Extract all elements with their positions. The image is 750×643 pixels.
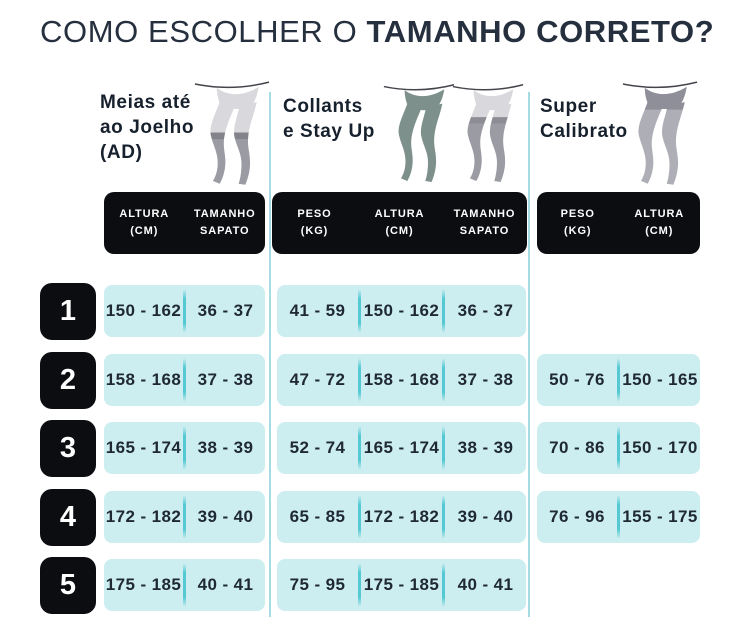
tamanho-sapato-value: 39 - 40 [457,507,514,526]
altura-value: 150 - 165 [622,370,698,389]
super-calibrato-values-cell: 76 - 96 155 - 175 [537,491,700,543]
column-header-peso: PESO (KG) [297,207,332,237]
peso-value: 65 - 85 [289,507,346,526]
collants-values-cell: 52 - 74 165 - 174 38 - 39 [277,422,526,474]
tamanho-sapato-value: 37 - 38 [197,370,254,389]
value-divider [358,289,361,333]
size-number-badge: 2 [40,352,96,409]
peso-value: 47 - 72 [289,370,346,389]
tamanho-sapato-value: 38 - 39 [197,438,254,457]
altura-value: 175 - 185 [105,575,182,594]
altura-value: 155 - 175 [622,507,698,526]
tights-icon [383,84,455,182]
peso-value: 75 - 95 [289,575,346,594]
section-label-collants: Collants e Stay Up [283,96,375,143]
table-row: 5 175 - 185 40 - 41 75 - 95 175 - 185 40… [0,557,750,614]
altura-value: 165 - 174 [363,438,440,457]
tamanho-sapato-value: 37 - 38 [457,370,514,389]
meias-values-cell: 165 - 174 38 - 39 [104,422,265,474]
tamanho-sapato-value: 36 - 37 [197,301,254,320]
value-divider [617,358,620,402]
value-divider [358,563,361,607]
header-super-calibrato: PESO (KG) ALTURA (CM) [537,192,700,254]
peso-value: 50 - 76 [549,370,605,389]
peso-value: 52 - 74 [289,438,346,457]
value-divider [358,495,361,539]
meias-values-cell: 158 - 168 37 - 38 [104,354,265,406]
collants-values-cell: 65 - 85 172 - 182 39 - 40 [277,491,526,543]
altura-value: 175 - 185 [363,575,440,594]
tamanho-sapato-value: 36 - 37 [457,301,514,320]
size-number-badge: 3 [40,420,96,477]
value-divider [358,358,361,402]
table-row: 3 165 - 174 38 - 39 52 - 74 165 - 174 38… [0,420,750,477]
header-collants: PESO (KG) ALTURA (CM) TAMANHO SAPATO [272,192,527,254]
section-label-meias: Meias até ao Joelho (AD) [100,92,195,164]
size-number-badge: 5 [40,557,96,614]
collants-values-cell: 75 - 95 175 - 185 40 - 41 [277,559,526,611]
altura-value: 172 - 182 [363,507,440,526]
peso-value: 70 - 86 [549,438,605,457]
column-header-tamanho-sapato: TAMANHO SAPATO [453,207,516,237]
section-divider [528,92,530,617]
altura-value: 150 - 162 [363,301,440,320]
altura-value: 158 - 168 [363,370,440,389]
meias-values-cell: 150 - 162 36 - 37 [104,285,265,337]
super-calibrato-values-cell: 70 - 86 150 - 170 [537,422,700,474]
collants-values-cell: 47 - 72 158 - 168 37 - 38 [277,354,526,406]
value-divider [358,426,361,470]
tamanho-sapato-value: 40 - 41 [197,575,254,594]
value-divider [183,289,186,333]
meias-values-cell: 175 - 185 40 - 41 [104,559,265,611]
value-divider [183,563,186,607]
column-header-altura: ALTURA (CM) [119,207,170,237]
value-divider [183,426,186,470]
altura-value: 150 - 162 [105,301,182,320]
meias-values-cell: 172 - 182 39 - 40 [104,491,265,543]
column-header-peso: PESO (KG) [560,207,595,237]
column-header-tamanho-sapato: TAMANHO SAPATO [193,207,256,237]
altura-value: 158 - 168 [105,370,182,389]
altura-value: 165 - 174 [105,438,182,457]
value-divider [442,289,445,333]
value-divider [442,563,445,607]
value-divider [183,495,186,539]
page-title: COMO ESCOLHER O TAMANHO CORRETO? [40,14,714,50]
column-header-altura: ALTURA (CM) [374,207,425,237]
altura-value: 150 - 170 [622,438,698,457]
section-divider [269,92,271,617]
title-regular: COMO ESCOLHER O [40,14,367,49]
value-divider [617,495,620,539]
size-number-badge: 1 [40,283,96,340]
altura-value: 172 - 182 [105,507,182,526]
pantyhose-icon [622,81,698,185]
table-row: 2 158 - 168 37 - 38 47 - 72 158 - 168 37… [0,352,750,409]
table-row: 1 150 - 162 36 - 37 41 - 59 150 - 162 36… [0,283,750,340]
value-divider [183,358,186,402]
collants-values-cell: 41 - 59 150 - 162 36 - 37 [277,285,526,337]
tamanho-sapato-value: 40 - 41 [457,575,514,594]
stay-up-stockings-icon [452,84,524,182]
knee-high-socks-icon [194,81,270,185]
tamanho-sapato-value: 38 - 39 [457,438,514,457]
peso-value: 76 - 96 [549,507,605,526]
column-header-altura: ALTURA (CM) [634,207,685,237]
header-meias: ALTURA (CM) TAMANHO SAPATO [104,192,265,254]
size-number-badge: 4 [40,489,96,546]
value-divider [442,426,445,470]
table-row: 4 172 - 182 39 - 40 65 - 85 172 - 182 39… [0,489,750,546]
value-divider [617,426,620,470]
tamanho-sapato-value: 39 - 40 [197,507,254,526]
title-bold: TAMANHO CORRETO? [366,14,715,49]
super-calibrato-values-cell: 50 - 76 150 - 165 [537,354,700,406]
peso-value: 41 - 59 [289,301,346,320]
value-divider [442,358,445,402]
value-divider [442,495,445,539]
section-label-super-calibrato: Super Calibrato [540,96,628,143]
